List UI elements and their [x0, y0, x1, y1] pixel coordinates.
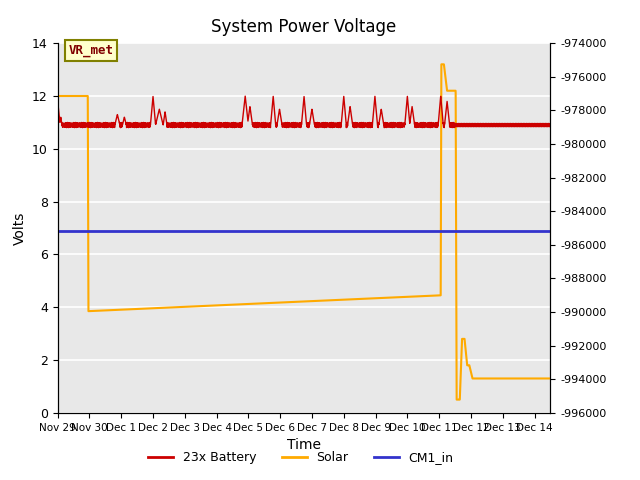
Title: System Power Voltage: System Power Voltage: [211, 18, 397, 36]
Text: VR_met: VR_met: [68, 44, 114, 57]
Y-axis label: Volts: Volts: [12, 211, 26, 245]
X-axis label: Time: Time: [287, 438, 321, 452]
Legend: 23x Battery, Solar, CM1_in: 23x Battery, Solar, CM1_in: [143, 446, 458, 469]
